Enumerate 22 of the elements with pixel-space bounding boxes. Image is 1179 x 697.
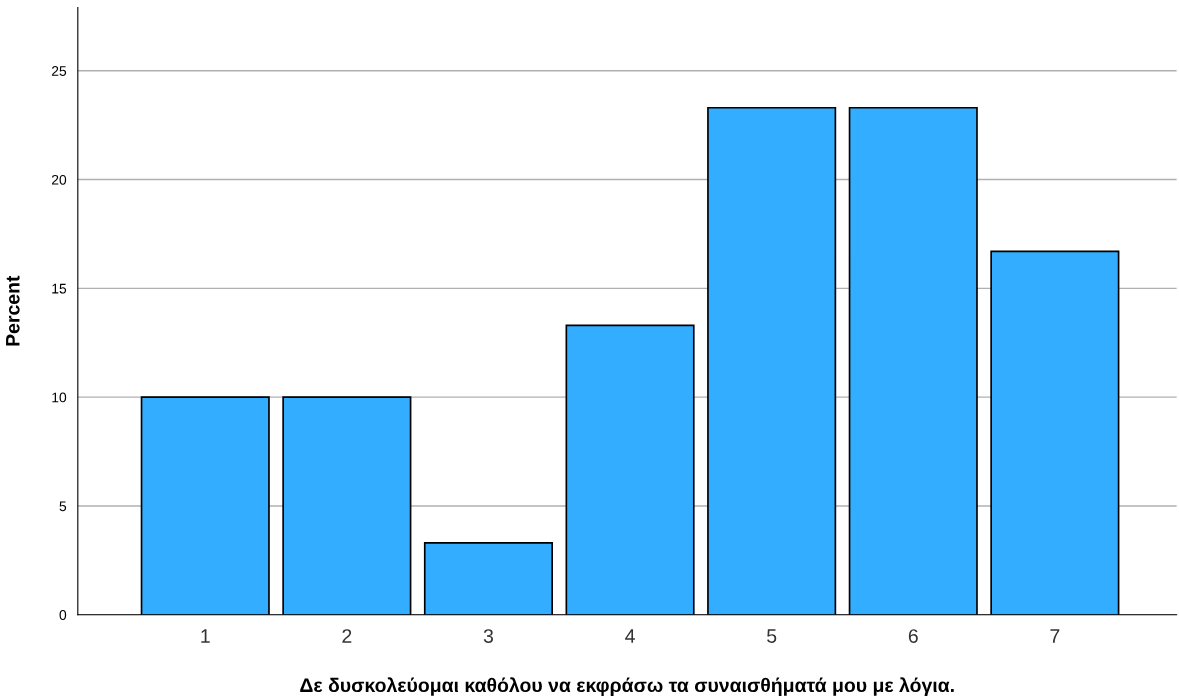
bar bbox=[565, 324, 695, 615]
y-axis-title: Percent bbox=[6, 275, 20, 346]
bar bbox=[423, 542, 554, 615]
y-tick-label: 25 bbox=[51, 66, 67, 76]
bar bbox=[140, 396, 270, 615]
bar bbox=[707, 106, 837, 615]
y-tick-label: 5 bbox=[59, 501, 67, 512]
bar bbox=[848, 106, 978, 615]
x-tick-label: 6 bbox=[908, 629, 918, 643]
y-tick-label: 0 bbox=[59, 610, 67, 620]
y-tick-label: 15 bbox=[52, 283, 67, 294]
x-axis-title: Δε δυσκολεύομαι καθόλου να εκφράσω τα συναισθήματά μου με λόγια. bbox=[300, 677, 954, 696]
bar bbox=[990, 250, 1120, 615]
bar bbox=[282, 396, 412, 615]
y-tick-label: 10 bbox=[52, 392, 67, 403]
x-tick-label: 3 bbox=[483, 629, 494, 643]
x-tick-label: 4 bbox=[625, 629, 635, 643]
y-tick-label: 20 bbox=[51, 174, 67, 185]
x-tick-label: 1 bbox=[201, 629, 210, 643]
x-tick-label: 5 bbox=[767, 629, 777, 643]
x-tick-label: 7 bbox=[1050, 629, 1060, 643]
x-tick-label: 2 bbox=[342, 629, 352, 643]
